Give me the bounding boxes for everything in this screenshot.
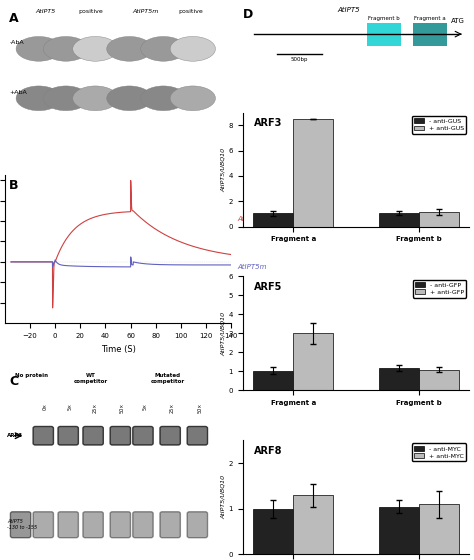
- FancyBboxPatch shape: [160, 512, 180, 538]
- Text: 500bp: 500bp: [291, 58, 308, 63]
- FancyBboxPatch shape: [133, 512, 153, 538]
- Bar: [419, 370, 459, 390]
- Text: Mutated
competitor: Mutated competitor: [151, 373, 185, 384]
- Circle shape: [170, 86, 216, 111]
- Text: AtIPT5: AtIPT5: [338, 7, 360, 13]
- Text: positive: positive: [79, 10, 103, 15]
- FancyBboxPatch shape: [58, 512, 78, 538]
- FancyBboxPatch shape: [83, 427, 103, 445]
- Legend: - anti-GUS, + anti-GUS: - anti-GUS, + anti-GUS: [411, 115, 466, 134]
- FancyBboxPatch shape: [110, 427, 130, 445]
- Bar: [412, 23, 447, 45]
- Text: D: D: [243, 8, 253, 21]
- Bar: [253, 213, 293, 227]
- FancyBboxPatch shape: [133, 427, 153, 445]
- Text: AtIPT5
-130 to -155: AtIPT5 -130 to -155: [7, 519, 37, 530]
- Text: AtIPT5m: AtIPT5m: [237, 264, 267, 270]
- Circle shape: [73, 86, 118, 111]
- Legend: - anti-GFP, + anti-GFP: - anti-GFP, + anti-GFP: [413, 279, 466, 297]
- Bar: [293, 333, 333, 390]
- FancyBboxPatch shape: [33, 512, 54, 538]
- Circle shape: [73, 36, 118, 61]
- Bar: [379, 213, 419, 227]
- Text: positive: positive: [178, 10, 203, 15]
- Text: ARF3: ARF3: [254, 118, 283, 128]
- Circle shape: [107, 86, 152, 111]
- Circle shape: [141, 86, 186, 111]
- Y-axis label: AtIPT5/UBQ10: AtIPT5/UBQ10: [221, 147, 226, 192]
- Bar: [419, 212, 459, 227]
- Text: B: B: [9, 179, 19, 193]
- Text: ARF8: ARF8: [254, 446, 283, 456]
- FancyBboxPatch shape: [187, 427, 208, 445]
- Text: 50×: 50×: [197, 403, 202, 413]
- Bar: [379, 506, 419, 554]
- Legend: - anti-MYC, + anti-MYC: - anti-MYC, + anti-MYC: [412, 444, 466, 461]
- Text: 25×: 25×: [93, 403, 98, 413]
- Bar: [253, 371, 293, 390]
- FancyBboxPatch shape: [83, 512, 103, 538]
- Y-axis label: AtIPT5/UBQ10: AtIPT5/UBQ10: [221, 475, 226, 520]
- Text: ARF3: ARF3: [7, 433, 23, 438]
- X-axis label: Time (S): Time (S): [100, 344, 136, 353]
- Text: A: A: [9, 12, 19, 25]
- Text: AtIPT5: AtIPT5: [36, 10, 55, 15]
- Text: 50×: 50×: [120, 403, 125, 413]
- Circle shape: [16, 86, 62, 111]
- Circle shape: [16, 36, 62, 61]
- Circle shape: [43, 86, 89, 111]
- Text: 0×: 0×: [43, 403, 48, 409]
- Text: No protein: No protein: [16, 373, 48, 377]
- Circle shape: [170, 36, 216, 61]
- Text: ATG: ATG: [451, 18, 465, 24]
- Y-axis label: AtIPT5/UBQ10: AtIPT5/UBQ10: [221, 311, 226, 356]
- Circle shape: [43, 36, 89, 61]
- FancyBboxPatch shape: [33, 427, 54, 445]
- Circle shape: [141, 36, 186, 61]
- Text: ARF5: ARF5: [254, 282, 283, 292]
- Bar: [253, 509, 293, 554]
- Text: 5×: 5×: [68, 403, 73, 409]
- FancyBboxPatch shape: [187, 512, 208, 538]
- FancyBboxPatch shape: [58, 427, 78, 445]
- Bar: [367, 23, 401, 45]
- Text: WT
competitor: WT competitor: [74, 373, 108, 384]
- Text: +AbA: +AbA: [9, 90, 27, 95]
- Bar: [293, 495, 333, 554]
- Text: C: C: [9, 375, 18, 388]
- Text: 5×: 5×: [143, 403, 148, 409]
- Text: AtIPT5: AtIPT5: [237, 216, 260, 222]
- Text: 25×: 25×: [170, 403, 175, 413]
- Bar: [379, 368, 419, 390]
- Text: Fragment a: Fragment a: [414, 16, 446, 21]
- FancyBboxPatch shape: [110, 512, 130, 538]
- Circle shape: [107, 36, 152, 61]
- Text: Fragment b: Fragment b: [368, 16, 400, 21]
- Text: AtIPT5m: AtIPT5m: [132, 10, 158, 15]
- Bar: [419, 504, 459, 554]
- FancyBboxPatch shape: [160, 427, 180, 445]
- Bar: [293, 119, 333, 227]
- FancyBboxPatch shape: [10, 512, 31, 538]
- Text: -AbA: -AbA: [9, 40, 24, 45]
